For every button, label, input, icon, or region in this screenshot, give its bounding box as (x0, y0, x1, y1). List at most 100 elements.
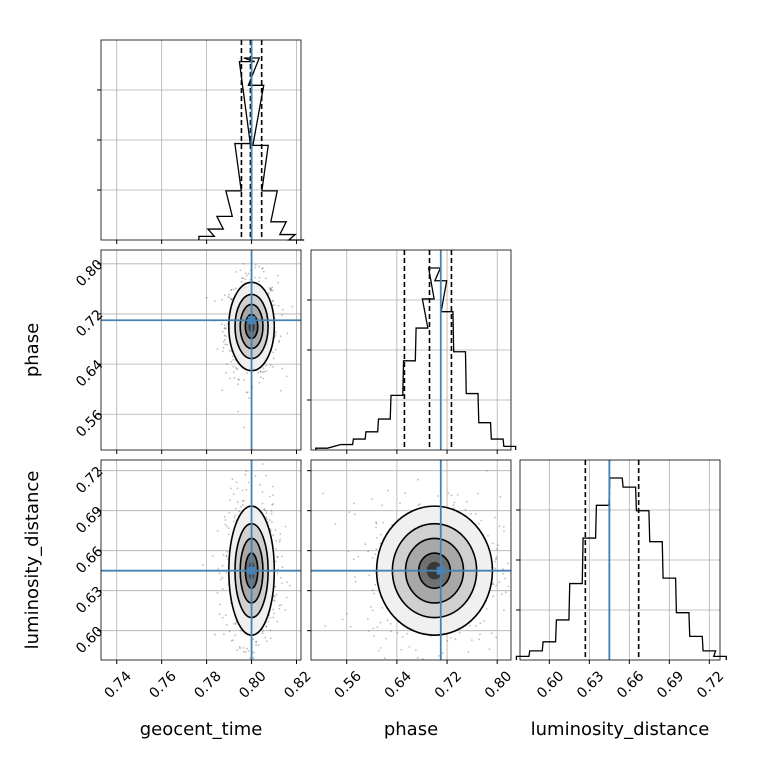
sample-point (495, 556, 498, 558)
sample-point (236, 649, 239, 652)
sample-point (223, 334, 226, 337)
sample-point (202, 564, 204, 566)
sample-point (269, 617, 271, 619)
sample-point (270, 288, 272, 291)
sample-point (291, 305, 294, 308)
sample-point (446, 639, 449, 642)
sample-point (371, 609, 374, 612)
sample-point (271, 289, 274, 292)
y-axis-label-phase: phase (22, 323, 43, 377)
sample-point (371, 589, 374, 592)
sample-point (238, 378, 241, 381)
sample-point (387, 489, 390, 492)
sample-point (281, 566, 284, 569)
sample-point (259, 371, 262, 373)
sample-point (408, 646, 411, 648)
x-tick-label-geocent_time: 0.80 (236, 668, 269, 701)
sample-point (238, 510, 241, 513)
sample-point (478, 522, 480, 525)
sample-point (497, 544, 499, 547)
sample-point (271, 299, 274, 302)
sample-point (277, 281, 279, 284)
sample-point (232, 359, 235, 361)
sample-point (269, 637, 272, 640)
sample-point (228, 527, 230, 529)
sample-point (275, 539, 278, 542)
sample-point (255, 641, 257, 644)
sample-point (400, 648, 403, 651)
sample-point (230, 487, 232, 490)
sample-point (452, 504, 455, 507)
sample-point (254, 475, 257, 477)
sample-point (213, 300, 216, 302)
sample-point (268, 286, 271, 289)
sample-point (222, 346, 225, 349)
x-tick-label-phase: 0.64 (382, 668, 415, 701)
sample-point (262, 377, 265, 380)
sample-point (279, 576, 282, 579)
sample-point (221, 576, 224, 579)
sample-point (263, 370, 266, 373)
sample-point (367, 629, 370, 632)
sample-point (218, 613, 221, 615)
x-axis-label-geocent-time: geocent_time (140, 719, 263, 740)
sample-point (216, 348, 219, 350)
sample-point (367, 550, 370, 553)
sample-point (270, 530, 272, 532)
sample-point (226, 525, 229, 528)
sample-point (453, 501, 456, 504)
sample-point (271, 503, 274, 506)
sample-point (417, 478, 419, 481)
sample-point (221, 588, 224, 590)
sample-point (503, 530, 505, 533)
sample-point (270, 290, 272, 292)
x-axis-label-phase: phase (384, 719, 438, 740)
sample-point (494, 557, 497, 560)
sample-point (458, 631, 461, 634)
x-tick-label-geocent_time: 0.76 (146, 668, 179, 701)
sample-point (284, 609, 287, 611)
sample-point (225, 372, 227, 374)
sample-point (464, 508, 467, 511)
sample-point (232, 493, 235, 496)
sample-point (258, 265, 261, 268)
sample-point (341, 618, 344, 621)
sample-point (262, 367, 265, 370)
x-tick-label-phase: 0.56 (331, 668, 364, 701)
sample-point (269, 288, 272, 291)
sample-point (239, 647, 241, 650)
sample-point (228, 296, 231, 299)
sample-point (242, 647, 245, 649)
sample-point (234, 634, 237, 636)
sample-point (267, 292, 270, 295)
sample-point (390, 630, 392, 633)
sample-point (241, 504, 244, 506)
sample-point (281, 582, 283, 584)
sample-point (230, 298, 233, 300)
sample-point (265, 626, 268, 628)
sample-point (274, 596, 276, 598)
sample-point (474, 625, 477, 627)
sample-point (375, 537, 378, 539)
sample-point (480, 519, 483, 522)
sample-point (286, 581, 288, 583)
sample-point (218, 572, 221, 575)
sample-point (265, 370, 268, 372)
sample-point (244, 473, 247, 476)
sample-point (498, 581, 501, 584)
sample-point (232, 371, 235, 373)
sample-point (238, 646, 241, 648)
sample-point (223, 324, 226, 327)
sample-point (265, 474, 268, 477)
x-axis-label-luminosity-distance: luminosity_distance (531, 719, 710, 740)
sample-point (354, 580, 357, 583)
sample-point (383, 657, 386, 660)
sample-point (224, 614, 227, 617)
sample-point (278, 540, 281, 543)
sample-point (276, 572, 279, 574)
sample-point (450, 637, 452, 639)
sample-point (235, 367, 238, 370)
sample-point (270, 288, 272, 290)
sample-point (322, 492, 325, 495)
